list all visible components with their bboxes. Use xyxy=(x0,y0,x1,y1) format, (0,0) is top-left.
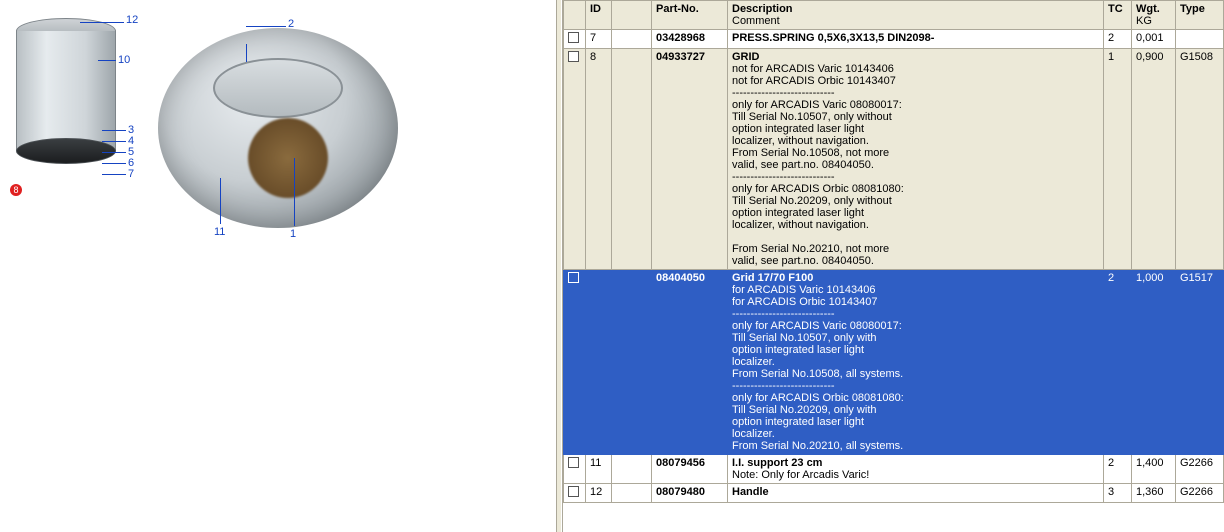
row-weight: 0,900 xyxy=(1132,49,1176,270)
col-desc[interactable]: Description Comment xyxy=(728,1,1104,30)
row-type xyxy=(1176,30,1224,49)
row-description: PRESS.SPRING 0,5X6,3X13,5 DIN2098- xyxy=(728,30,1104,49)
row-checkbox-cell[interactable] xyxy=(564,30,586,49)
row-weight: 1,400 xyxy=(1132,455,1176,484)
row-checkbox[interactable] xyxy=(568,51,579,62)
row-part-no: 08079480 xyxy=(652,484,728,503)
col-tc[interactable]: TC xyxy=(1104,1,1132,30)
row-description: I.I. support 23 cmNote: Only for Arcadis… xyxy=(728,455,1104,484)
row-part-no: 04933727 xyxy=(652,49,728,270)
table-row[interactable]: 11 08079456I.I. support 23 cmNote: Only f… xyxy=(564,455,1224,484)
table-row[interactable]: 8 04933727GRID not for ARCADIS Varic 1014… xyxy=(564,49,1224,270)
col-type[interactable]: Type xyxy=(1176,1,1224,30)
parts-table-wrap: ID Part-No. Description Comment TC Wgt. … xyxy=(562,0,1224,532)
row-tc: 2 xyxy=(1104,30,1132,49)
row-id xyxy=(586,270,612,455)
row-checkbox[interactable] xyxy=(568,457,579,468)
row-description: Handle xyxy=(728,484,1104,503)
row-part-no: 03428968 xyxy=(652,30,728,49)
row-id: 7 xyxy=(586,30,612,49)
table-row[interactable]: 12 08079480Handle31,360G2266 xyxy=(564,484,1224,503)
table-header-row: ID Part-No. Description Comment TC Wgt. … xyxy=(564,1,1224,30)
row-tc: 3 xyxy=(1104,484,1132,503)
row-part-no: 08079456 xyxy=(652,455,728,484)
parts-table: ID Part-No. Description Comment TC Wgt. … xyxy=(563,0,1224,503)
row-checkbox-cell[interactable] xyxy=(564,455,586,484)
row-checkbox-cell[interactable] xyxy=(564,484,586,503)
row-type: G1508 xyxy=(1176,49,1224,270)
row-weight: 1,360 xyxy=(1132,484,1176,503)
row-type: G2266 xyxy=(1176,455,1224,484)
col-checkbox[interactable] xyxy=(564,1,586,30)
row-id: 12 xyxy=(586,484,612,503)
table-row[interactable]: 08404050Grid 17/70 F100 for ARCADIS Vari… xyxy=(564,270,1224,455)
row-id: 8 xyxy=(586,49,612,270)
row-id: 11 xyxy=(586,455,612,484)
row-gap xyxy=(612,49,652,270)
row-checkbox-cell[interactable] xyxy=(564,49,586,270)
row-checkbox[interactable] xyxy=(568,272,579,283)
col-wgt[interactable]: Wgt. KG xyxy=(1132,1,1176,30)
callout-7[interactable]: 7 xyxy=(128,168,134,180)
row-checkbox[interactable] xyxy=(568,486,579,497)
row-gap xyxy=(612,455,652,484)
row-description: GRID not for ARCADIS Varic 10143406 not … xyxy=(728,49,1104,270)
row-weight: 1,000 xyxy=(1132,270,1176,455)
callout-1[interactable]: 1 xyxy=(290,228,296,240)
row-tc: 2 xyxy=(1104,455,1132,484)
cylinder-graphic xyxy=(16,18,116,188)
callout-12[interactable]: 12 xyxy=(126,14,138,26)
row-gap xyxy=(612,270,652,455)
col-part[interactable]: Part-No. xyxy=(652,1,728,30)
callout-2[interactable]: 2 xyxy=(288,18,294,30)
row-tc: 2 xyxy=(1104,270,1132,455)
row-part-no: 08404050 xyxy=(652,270,728,455)
callout-11[interactable]: 11 xyxy=(214,226,225,238)
row-gap xyxy=(612,484,652,503)
row-checkbox-cell[interactable] xyxy=(564,270,586,455)
table-row[interactable]: 7 03428968PRESS.SPRING 0,5X6,3X13,5 DIN20… xyxy=(564,30,1224,49)
row-tc: 1 xyxy=(1104,49,1132,270)
col-id[interactable]: ID xyxy=(586,1,612,30)
assembly-graphic xyxy=(158,28,398,228)
row-gap xyxy=(612,30,652,49)
col-gap[interactable] xyxy=(612,1,652,30)
diagram-area: 12 10 3 4 5 6 7 8 2 11 1 xyxy=(8,8,428,268)
callout-10[interactable]: 10 xyxy=(118,54,130,66)
diagram-pane: 12 10 3 4 5 6 7 8 2 11 1 xyxy=(0,0,556,532)
row-checkbox[interactable] xyxy=(568,32,579,43)
callout-selected-marker[interactable]: 8 xyxy=(10,184,22,196)
parts-pane: ID Part-No. Description Comment TC Wgt. … xyxy=(562,0,1224,532)
row-type: G2266 xyxy=(1176,484,1224,503)
row-weight: 0,001 xyxy=(1132,30,1176,49)
row-type: G1517 xyxy=(1176,270,1224,455)
row-description: Grid 17/70 F100 for ARCADIS Varic 101434… xyxy=(728,270,1104,455)
